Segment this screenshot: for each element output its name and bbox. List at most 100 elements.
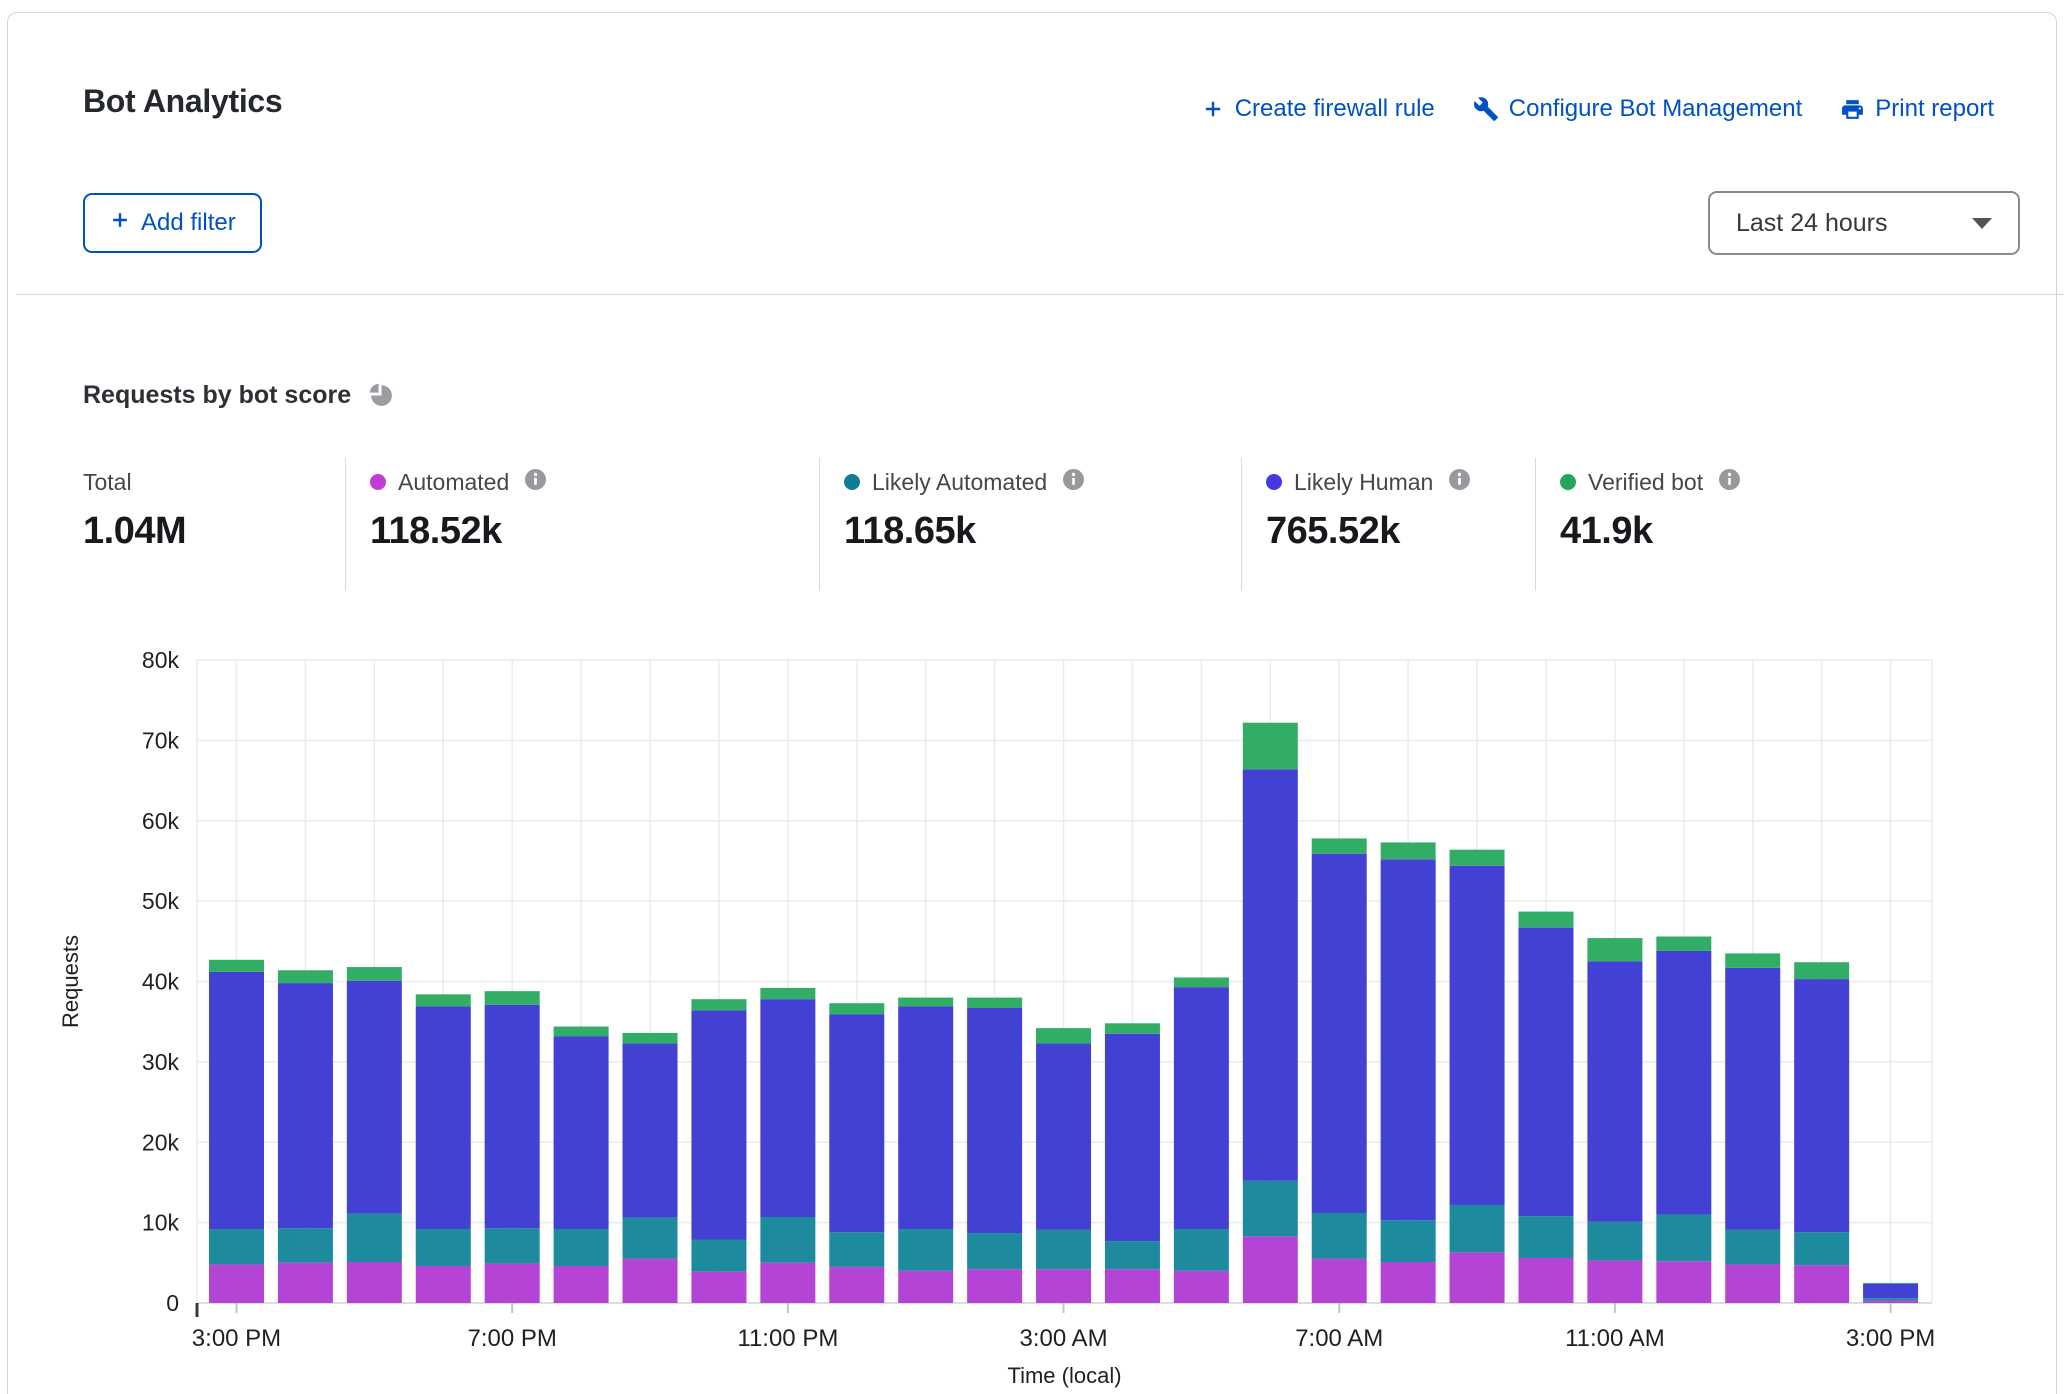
bar-segment-automated[interactable] [1380,1262,1436,1303]
info-icon[interactable] [1449,469,1471,495]
info-icon[interactable] [1063,469,1085,495]
bar-segment-likely-human[interactable] [829,1014,885,1233]
bar-segment-likely-human[interactable] [553,1036,609,1230]
bar-segment-automated[interactable] [622,1258,678,1303]
bar-segment-automated[interactable] [415,1266,471,1303]
bar-segment-likely-human[interactable] [484,1004,540,1229]
bar-segment-verified-bot[interactable] [1449,849,1505,866]
print-report-link[interactable]: Print report [1840,95,1994,123]
bar-segment-likely-automated[interactable] [1518,1216,1574,1258]
bar-segment-likely-automated[interactable] [829,1232,885,1267]
configure-bot-management-link[interactable]: Configure Bot Management [1473,95,1802,123]
add-filter-button[interactable]: Add filter [83,193,262,253]
bar-segment-automated[interactable] [1449,1252,1505,1303]
bar-segment-likely-automated[interactable] [415,1229,471,1267]
bar-segment-likely-human[interactable] [1656,950,1712,1215]
bar-segment-verified-bot[interactable] [415,994,471,1007]
bar-segment-automated[interactable] [346,1262,402,1303]
bar-segment-likely-automated[interactable] [622,1217,678,1259]
bar-segment-automated[interactable] [1311,1258,1367,1303]
bar-segment-likely-automated[interactable] [1036,1229,1092,1270]
create-firewall-rule-link[interactable]: Create firewall rule [1201,95,1435,123]
bar-segment-automated[interactable] [691,1271,747,1303]
bar-segment-likely-human[interactable] [1173,987,1229,1230]
bar-segment-verified-bot[interactable] [1380,842,1436,860]
bar-segment-automated[interactable] [277,1262,333,1303]
bar-segment-likely-automated[interactable] [346,1213,402,1263]
bar-segment-likely-human[interactable] [1794,979,1850,1233]
time-range-dropdown[interactable]: Last 24 hours [1708,191,2020,255]
bar-segment-verified-bot[interactable] [553,1026,609,1037]
bar-segment-likely-human[interactable] [415,1006,471,1230]
bar-segment-automated[interactable] [829,1266,885,1303]
bar-segment-likely-human[interactable] [1311,853,1367,1213]
bar-segment-likely-human[interactable] [1380,859,1436,1221]
bar-segment-likely-automated[interactable] [898,1229,954,1271]
bar-segment-automated[interactable] [1656,1261,1712,1303]
bar-segment-verified-bot[interactable] [1794,962,1850,980]
info-icon[interactable] [1719,469,1741,495]
bar-segment-likely-human[interactable] [1036,1043,1092,1230]
bar-segment-likely-human[interactable] [1449,865,1505,1205]
bar-segment-automated[interactable] [1863,1300,1919,1303]
bar-segment-likely-automated[interactable] [1242,1180,1298,1237]
bar-segment-likely-automated[interactable] [760,1216,816,1263]
bar-segment-verified-bot[interactable] [1587,938,1643,962]
bar-segment-verified-bot[interactable] [1725,953,1781,968]
bar-segment-verified-bot[interactable] [829,1003,885,1015]
bar-segment-likely-human[interactable] [760,999,816,1217]
bar-segment-automated[interactable] [484,1263,540,1303]
bar-segment-likely-automated[interactable] [1725,1229,1781,1265]
bar-segment-likely-human[interactable] [1518,927,1574,1217]
bar-segment-likely-automated[interactable] [553,1229,609,1267]
bar-segment-likely-automated[interactable] [1587,1221,1643,1261]
bar-segment-likely-automated[interactable] [967,1233,1023,1270]
bar-segment-automated[interactable] [967,1269,1023,1303]
bar-segment-likely-automated[interactable] [1380,1220,1436,1263]
info-icon[interactable] [525,469,547,495]
bar-segment-likely-automated[interactable] [1863,1298,1919,1301]
bar-segment-automated[interactable] [1725,1264,1781,1303]
bar-segment-likely-automated[interactable] [277,1228,333,1263]
bar-segment-likely-automated[interactable] [1311,1212,1367,1259]
bar-segment-automated[interactable] [898,1270,954,1303]
bar-segment-verified-bot[interactable] [1104,1023,1160,1034]
bar-segment-automated[interactable] [1242,1236,1298,1303]
bar-segment-verified-bot[interactable] [1311,838,1367,854]
bar-segment-verified-bot[interactable] [760,987,816,1000]
bar-segment-verified-bot[interactable] [277,970,333,984]
bar-segment-automated[interactable] [1036,1269,1092,1303]
bar-segment-likely-human[interactable] [898,1006,954,1230]
bar-segment-likely-automated[interactable] [209,1229,264,1265]
bar-segment-likely-automated[interactable] [1449,1204,1505,1253]
bar-segment-likely-automated[interactable] [1656,1214,1712,1262]
bar-segment-verified-bot[interactable] [1173,977,1229,988]
bar-segment-likely-human[interactable] [1104,1033,1160,1242]
bar-segment-likely-automated[interactable] [691,1239,747,1272]
bar-segment-likely-human[interactable] [1725,967,1781,1230]
bar-segment-automated[interactable] [1794,1265,1850,1303]
bar-segment-automated[interactable] [553,1266,609,1303]
bar-segment-likely-automated[interactable] [1173,1229,1229,1271]
bar-segment-automated[interactable] [1104,1269,1160,1303]
bar-segment-verified-bot[interactable] [346,967,402,981]
bar-segment-verified-bot[interactable] [691,999,747,1011]
bar-segment-likely-human[interactable] [277,983,333,1229]
bar-segment-likely-automated[interactable] [1104,1241,1160,1270]
bar-segment-verified-bot[interactable] [1863,1282,1919,1284]
bar-segment-automated[interactable] [1173,1270,1229,1303]
bar-segment-verified-bot[interactable] [1518,911,1574,928]
bar-segment-likely-automated[interactable] [484,1228,540,1264]
bar-segment-likely-human[interactable] [622,1043,678,1218]
bar-segment-likely-human[interactable] [967,1008,1023,1234]
bar-segment-automated[interactable] [209,1264,264,1303]
bar-segment-verified-bot[interactable] [622,1032,678,1044]
bar-segment-verified-bot[interactable] [1656,936,1712,951]
bar-segment-likely-human[interactable] [346,980,402,1214]
bar-segment-verified-bot[interactable] [209,959,264,972]
bar-segment-likely-human[interactable] [691,1010,747,1240]
bar-segment-verified-bot[interactable] [967,997,1023,1009]
bar-segment-automated[interactable] [1587,1260,1643,1303]
bar-segment-automated[interactable] [760,1262,816,1303]
bar-segment-automated[interactable] [1518,1257,1574,1303]
